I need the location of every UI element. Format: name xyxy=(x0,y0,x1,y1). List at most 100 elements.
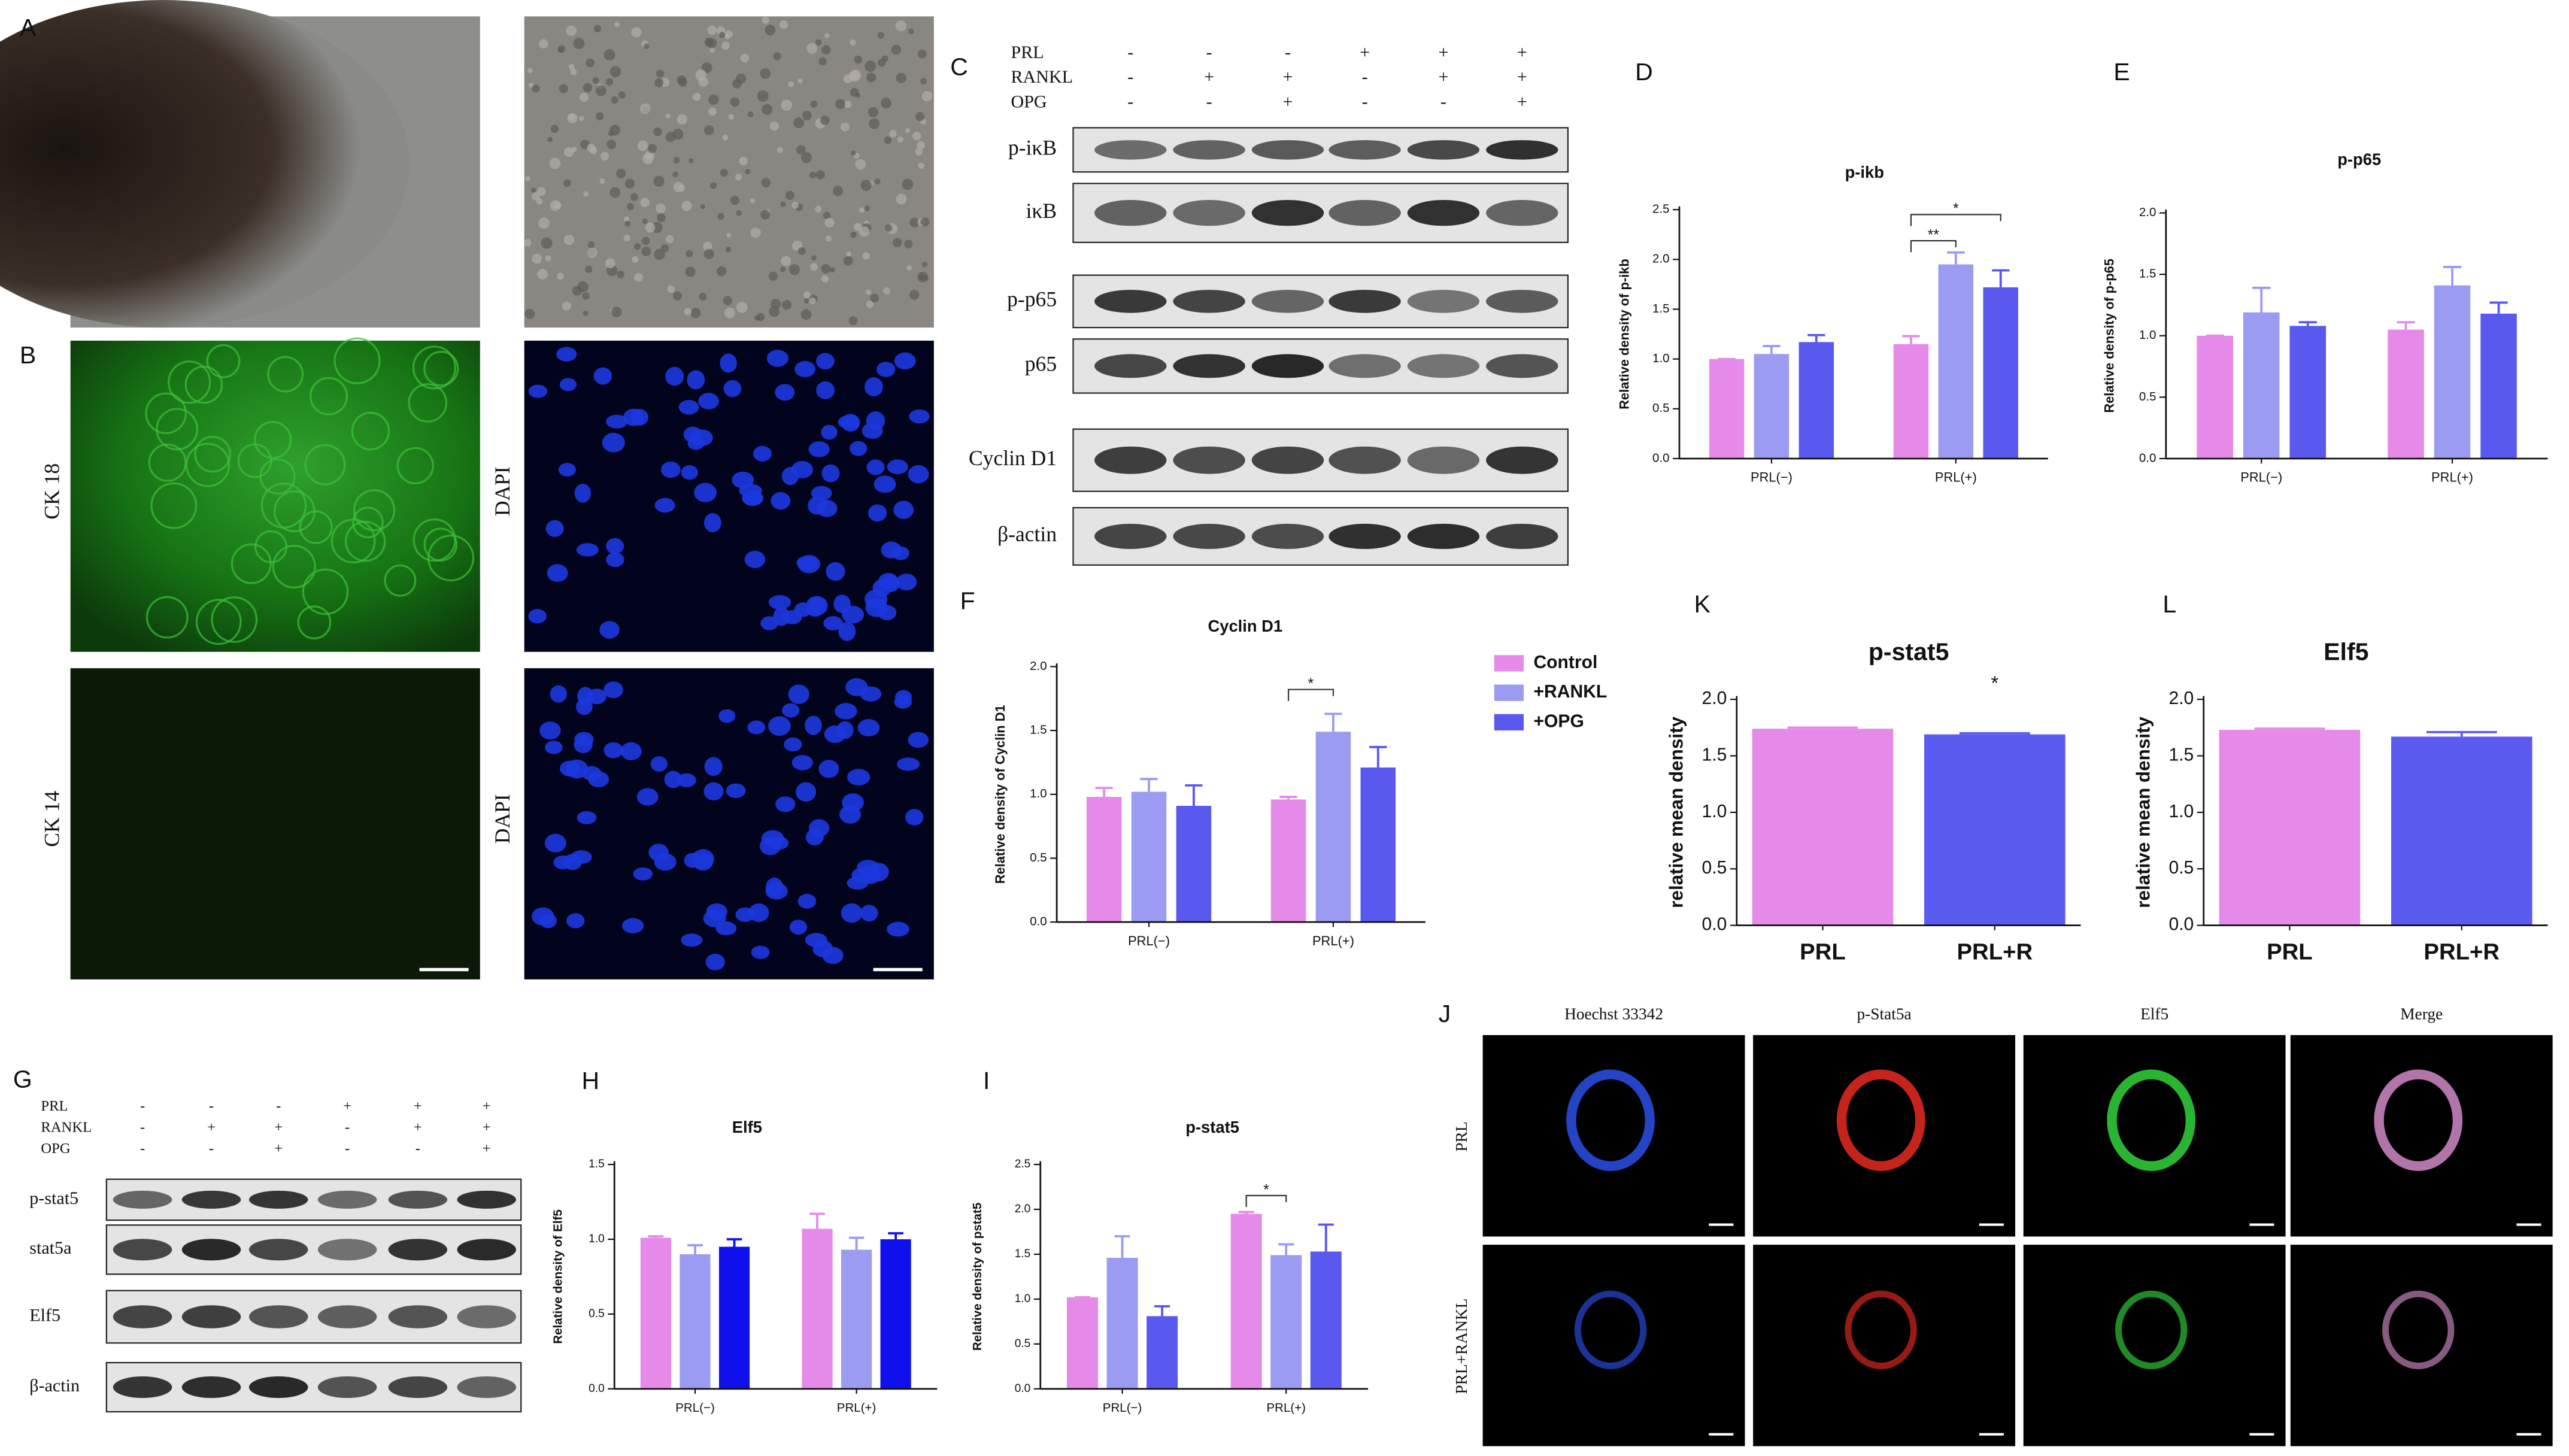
panel-label: E xyxy=(2113,58,2130,86)
cell xyxy=(815,170,826,180)
error-bar xyxy=(888,1232,903,1239)
cell xyxy=(640,103,651,114)
panel-label: A xyxy=(20,14,37,41)
treatment-sign: - xyxy=(345,1140,350,1157)
y-tick-label: 0.0 xyxy=(2139,451,2156,465)
treatment-sign: + xyxy=(483,1120,491,1136)
cell-outline xyxy=(206,344,241,378)
nucleus xyxy=(887,459,908,475)
treatment-sign: + xyxy=(1282,91,1293,111)
cell-outline xyxy=(145,392,187,435)
cell xyxy=(615,168,626,179)
blot-strip xyxy=(105,1224,522,1275)
blot-band xyxy=(317,1239,377,1261)
cell xyxy=(883,287,890,295)
cell xyxy=(870,293,879,303)
error-bar xyxy=(648,1235,664,1238)
y-tick-label: 0.0 xyxy=(1030,915,1047,929)
nucleus xyxy=(532,907,554,926)
blot-band xyxy=(317,1376,377,1399)
y-tick-label: 2.5 xyxy=(1015,1158,1031,1170)
cell xyxy=(667,285,675,293)
blot-band xyxy=(1094,354,1167,378)
treatment-sign: - xyxy=(1362,91,1368,111)
x-tick-label: PRL xyxy=(2267,939,2313,964)
bar xyxy=(1893,344,1929,459)
nucleus xyxy=(838,415,860,429)
nucleus xyxy=(603,681,623,699)
cell-outline xyxy=(254,421,292,459)
column-label: Hoechst 33342 xyxy=(1564,1005,1663,1023)
cell xyxy=(685,266,696,277)
error-bar xyxy=(1238,1211,1254,1214)
fluorescence-image xyxy=(1753,1245,2016,1446)
bar xyxy=(2434,285,2471,459)
cell-outline xyxy=(150,482,198,529)
cell xyxy=(583,191,589,197)
error-bar xyxy=(1369,745,1387,768)
x-tick-label: PRL(+) xyxy=(1312,933,1354,948)
blot-band xyxy=(1407,354,1480,378)
cell xyxy=(843,256,853,266)
nucleus xyxy=(544,833,566,853)
cell xyxy=(563,235,575,245)
cell xyxy=(762,104,773,115)
cell xyxy=(736,74,747,84)
cell xyxy=(645,222,656,233)
cell xyxy=(720,168,728,177)
blot-band xyxy=(1094,523,1167,549)
cell xyxy=(579,92,589,102)
x-tick-label: PRL(−) xyxy=(1128,933,1170,948)
cell xyxy=(825,235,832,242)
y-tick-label: 2.0 xyxy=(2168,688,2194,708)
row-label: PRL xyxy=(1452,1121,1470,1151)
treatment-sign: + xyxy=(1517,42,1527,62)
cell-signal xyxy=(2115,1290,2188,1370)
y-tick-label: 0.5 xyxy=(2168,858,2194,878)
x-tick-label: PRL(+) xyxy=(837,1401,876,1415)
y-tick-label: 1.5 xyxy=(2139,267,2156,281)
nucleus xyxy=(703,782,724,800)
y-axis-label: Relative density of Elf5 xyxy=(551,1209,565,1344)
nucleus xyxy=(865,377,883,397)
cell xyxy=(684,308,691,316)
cell xyxy=(630,193,638,201)
nucleus xyxy=(703,909,726,927)
cell xyxy=(848,70,860,82)
cell-outline xyxy=(297,605,332,640)
band-label: β-actin xyxy=(997,522,1057,546)
y-tick-label: 2.0 xyxy=(2139,205,2156,219)
bar xyxy=(2391,736,2532,926)
cell xyxy=(721,41,730,50)
bar xyxy=(841,1249,872,1389)
cell xyxy=(641,236,650,245)
bar xyxy=(880,1239,911,1389)
blot-strip xyxy=(105,1290,522,1344)
blot-band xyxy=(248,1305,308,1328)
cell xyxy=(800,152,812,163)
cell xyxy=(573,38,585,49)
nucleus xyxy=(654,853,677,871)
nucleus xyxy=(620,742,642,760)
y-tick-label: 1.5 xyxy=(1702,745,1727,765)
nucleus xyxy=(571,850,592,864)
column-label: Elf5 xyxy=(2140,1005,2168,1023)
cell xyxy=(765,25,776,36)
blot-band xyxy=(1094,140,1167,160)
nucleus xyxy=(809,819,830,837)
nucleus xyxy=(602,432,625,453)
cell xyxy=(809,171,817,179)
cell xyxy=(532,84,540,93)
cell xyxy=(611,307,622,318)
cell xyxy=(918,162,925,169)
bar xyxy=(718,1246,750,1389)
cell xyxy=(744,168,751,175)
treatment-sign: + xyxy=(1438,42,1448,62)
cell xyxy=(538,217,550,229)
cell xyxy=(906,265,912,271)
cell xyxy=(681,201,692,211)
nucleus xyxy=(550,685,568,703)
nucleus xyxy=(539,721,561,740)
cell xyxy=(605,258,615,269)
legend-label: Control xyxy=(1533,653,1597,672)
